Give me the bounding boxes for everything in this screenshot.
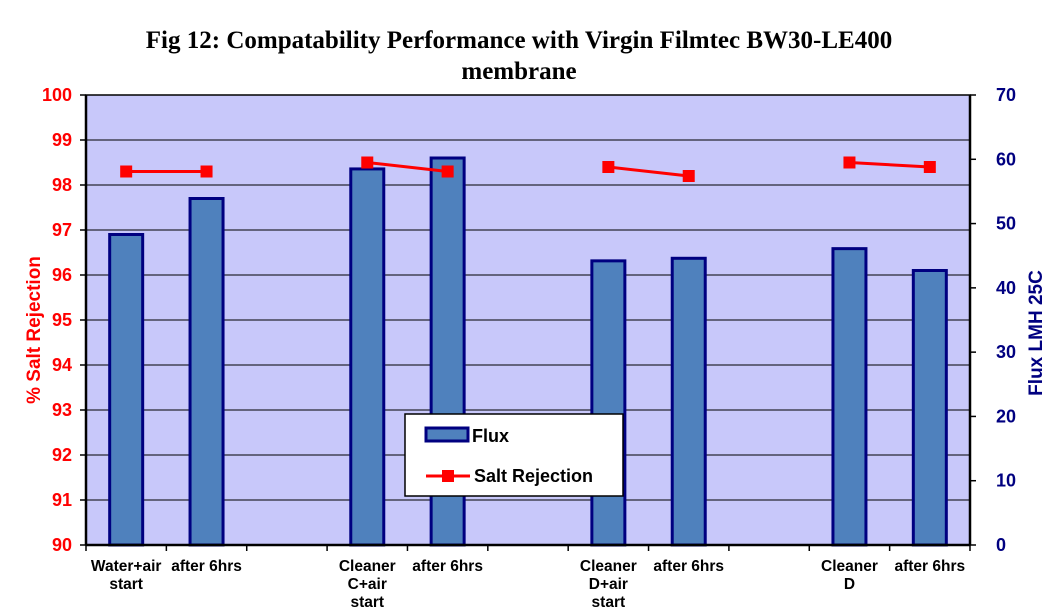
category-label-line: after 6hrs [653,558,724,575]
category-label-line: after 6hrs [171,558,242,575]
flux-bar [831,247,868,547]
category-label-line: Cleaner [339,558,396,575]
left-axis-tick-label: 93 [52,400,72,420]
salt-rejection-line-segment [849,161,930,169]
flux-bar [911,269,948,547]
left-axis-tick-label: 90 [52,535,72,555]
category-label: after 6hrs [894,558,965,575]
category-label-line: start [109,576,143,593]
category-label: Cleaner D+air start [580,558,637,611]
right-axis-tick-label: 40 [996,278,1016,298]
category-label-line: D [844,576,855,593]
right-axis-title: Flux LMH 25C [1026,270,1047,396]
legend-salt-rejection-marker [442,470,454,482]
left-axis-tick-labels: 90 91 92 93 94 95 96 97 98 99 100 [42,85,72,555]
right-axis-tick-label: 10 [996,471,1016,491]
left-axis-tick-label: 99 [52,130,72,150]
salt-rejection-point [361,156,374,169]
flux-bar [349,167,386,547]
category-label: Cleaner D [821,558,878,593]
category-label: Cleaner C+air start [339,558,396,611]
right-axis-tick-label: 50 [996,214,1016,234]
left-axis-tick-label: 96 [52,265,72,285]
category-label: after 6hrs [412,558,483,575]
legend-salt-rejection-label: Salt Rejection [474,466,593,486]
salt-rejection-line-segment [608,165,689,178]
flux-bar [590,259,627,547]
legend-flux-swatch [424,426,470,443]
right-axis-tick-label: 30 [996,342,1016,362]
salt-rejection-point [923,161,936,173]
category-label-line: D+air [589,576,628,593]
category-label: after 6hrs [171,558,242,575]
category-label-line: start [592,594,626,611]
salt-rejection-line-segment [367,161,448,173]
left-axis-tick-label: 100 [42,85,72,105]
flux-bar [670,256,707,547]
category-label-line: Cleaner [821,558,878,575]
salt-rejection-point [200,165,213,178]
chart-title: Fig 12: Compatability Performance with V… [146,27,892,85]
left-axis-title: % Salt Rejection [24,256,45,404]
flux-bar [188,197,225,547]
salt-rejection-point [843,156,856,169]
salt-rejection-point [120,165,133,178]
category-label-line: after 6hrs [894,558,965,575]
axes [80,94,976,551]
right-axis-tick-label: 20 [996,406,1016,426]
chart-title-line-2: membrane [461,58,576,85]
left-axis-tick-label: 97 [52,220,72,240]
right-axis-tick-labels: 0 10 20 30 40 50 60 70 [996,85,1016,555]
right-axis-tick-label: 70 [996,85,1016,105]
salt-rejection-series [120,156,936,182]
category-label-line: Water+air [91,558,162,575]
category-label: after 6hrs [653,558,724,575]
salt-rejection-point [602,161,615,173]
category-label-line: Cleaner [580,558,637,575]
category-label-line: after 6hrs [412,558,483,575]
left-axis-tick-label: 92 [52,445,72,465]
left-axis-tick-label: 94 [52,355,72,375]
category-label-line: C+air [348,576,387,593]
left-axis-tick-label: 95 [52,310,72,330]
chart-title-line-1: Fig 12: Compatability Performance with V… [146,27,892,54]
legend-flux-label: Flux [472,426,509,446]
salt-rejection-point [682,170,695,182]
flux-bar [108,233,145,547]
salt-rejection-point [441,165,454,178]
category-label: Water+air start [91,558,162,593]
legend: Flux Salt Rejection [404,413,624,497]
left-axis-tick-label: 91 [52,490,72,510]
right-axis-tick-label: 0 [996,535,1006,555]
right-axis-tick-label: 60 [996,149,1016,169]
left-axis-tick-label: 98 [52,175,72,195]
category-label-line: start [350,594,384,611]
flux-bars [108,156,948,547]
